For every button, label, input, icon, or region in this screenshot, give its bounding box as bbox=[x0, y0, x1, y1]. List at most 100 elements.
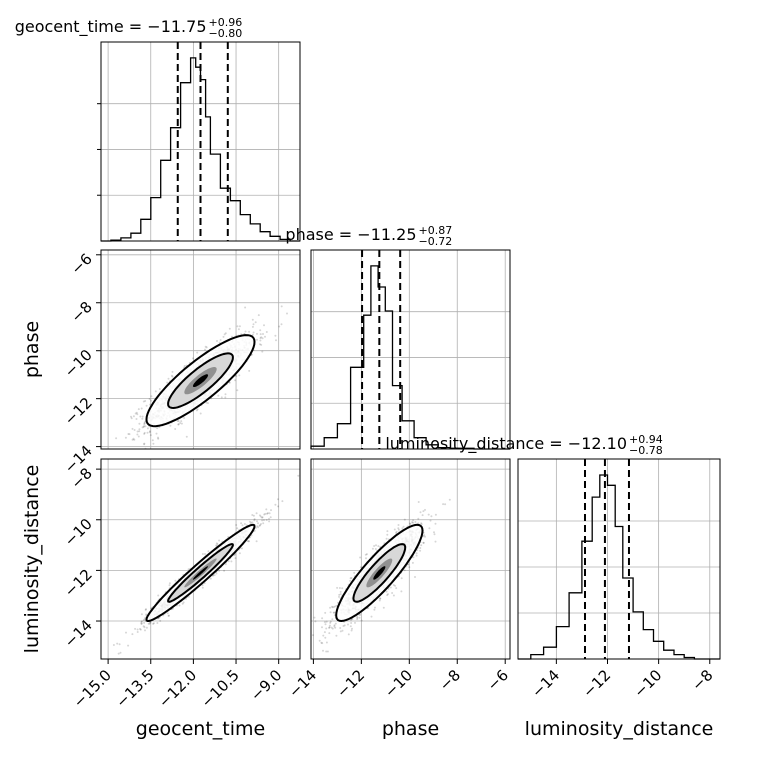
xtick-label-geocent_time: −13.5 bbox=[112, 666, 157, 711]
sample-point bbox=[142, 400, 145, 403]
sample-point bbox=[359, 613, 362, 616]
sample-point bbox=[255, 512, 258, 515]
sample-point bbox=[424, 535, 426, 538]
panel-frame-diag-phase bbox=[310, 249, 511, 450]
sample-point bbox=[274, 503, 277, 506]
sample-point bbox=[180, 420, 183, 423]
sample-point bbox=[251, 333, 254, 336]
sample-point bbox=[379, 597, 382, 600]
sample-point bbox=[260, 336, 263, 339]
sample-point bbox=[329, 606, 332, 609]
sample-point bbox=[351, 618, 354, 621]
sample-point bbox=[261, 516, 263, 519]
sample-point bbox=[216, 340, 218, 342]
sample-point bbox=[392, 594, 395, 597]
sample-point bbox=[146, 427, 149, 430]
sample-point bbox=[424, 508, 426, 511]
sample-point bbox=[142, 619, 145, 622]
sample-point bbox=[338, 593, 341, 596]
sample-point bbox=[259, 515, 262, 518]
sample-point bbox=[224, 393, 227, 396]
sample-point bbox=[207, 550, 210, 553]
sample-point bbox=[351, 627, 353, 630]
sample-point bbox=[266, 512, 269, 515]
sample-point bbox=[159, 619, 162, 622]
sample-point bbox=[217, 394, 220, 397]
sample-point bbox=[331, 605, 333, 608]
sample-point bbox=[433, 533, 436, 536]
sample-point bbox=[356, 618, 359, 621]
sample-point bbox=[143, 626, 146, 629]
sample-point bbox=[117, 652, 120, 655]
sample-point bbox=[192, 357, 194, 360]
sample-point bbox=[137, 408, 140, 411]
sample-point bbox=[253, 519, 256, 522]
panel-title-name: luminosity_distance bbox=[385, 434, 544, 454]
sample-point bbox=[143, 431, 146, 434]
sample-point bbox=[241, 547, 243, 550]
sample-point bbox=[142, 625, 145, 628]
sample-point bbox=[204, 553, 206, 555]
panel-title-minus-phase: −0.72 bbox=[419, 235, 453, 248]
sample-point bbox=[261, 337, 264, 340]
x-axis-label-phase: phase bbox=[382, 718, 439, 740]
sample-point bbox=[335, 634, 338, 637]
sample-point bbox=[135, 418, 138, 420]
xtick-label-luminosity_distance: −14 bbox=[528, 666, 563, 701]
sample-point bbox=[134, 412, 137, 415]
sample-point bbox=[251, 514, 254, 516]
y-axis-label-luminosity_distance: luminosity_distance bbox=[21, 465, 43, 654]
xtick-label-luminosity_distance: −8 bbox=[688, 666, 716, 694]
panel-title-plus-luminosity_distance: +0.94 bbox=[629, 433, 663, 446]
sample-point bbox=[180, 422, 183, 425]
sample-point bbox=[157, 594, 160, 597]
histogram-luminosity_distance bbox=[518, 474, 720, 660]
sample-point bbox=[275, 339, 277, 342]
xtick-label-luminosity_distance: −10 bbox=[630, 666, 665, 701]
sample-point bbox=[333, 611, 336, 614]
sample-point bbox=[322, 649, 324, 652]
sample-point bbox=[222, 335, 225, 338]
sample-point bbox=[171, 375, 174, 378]
density-contour-1 bbox=[192, 566, 209, 580]
sample-point bbox=[336, 586, 339, 589]
sample-point bbox=[401, 527, 404, 530]
sample-point bbox=[330, 626, 333, 629]
sample-point bbox=[312, 634, 314, 637]
sample-point bbox=[334, 626, 337, 629]
sample-point bbox=[148, 431, 151, 434]
sample-point bbox=[419, 547, 422, 549]
sample-point bbox=[170, 374, 173, 377]
sample-point bbox=[205, 401, 208, 404]
sample-point bbox=[265, 508, 268, 511]
sample-point bbox=[420, 523, 423, 526]
sample-point bbox=[238, 325, 241, 328]
xtick-label-luminosity_distance: −12 bbox=[579, 666, 614, 701]
sample-point bbox=[266, 512, 269, 515]
sample-point bbox=[350, 619, 352, 621]
sample-point bbox=[248, 369, 251, 372]
sample-point bbox=[408, 522, 411, 525]
sample-point bbox=[141, 426, 144, 429]
sample-point bbox=[132, 415, 135, 418]
sample-point bbox=[395, 530, 398, 533]
sample-point bbox=[143, 442, 146, 445]
ytick-label-luminosity_distance: −14 bbox=[61, 616, 96, 651]
sample-point bbox=[133, 438, 136, 441]
sample-point bbox=[339, 630, 342, 633]
sample-point bbox=[136, 433, 139, 436]
ytick-label-phase: −8 bbox=[67, 298, 95, 326]
sample-point bbox=[223, 333, 226, 336]
sample-point bbox=[176, 419, 179, 422]
sample-point bbox=[140, 613, 143, 616]
sample-point bbox=[168, 584, 171, 587]
sample-point bbox=[227, 560, 230, 563]
sample-point bbox=[385, 537, 388, 540]
sample-point bbox=[263, 324, 265, 327]
sample-point bbox=[124, 436, 127, 439]
sample-point bbox=[236, 527, 239, 530]
panel-title-eq: = bbox=[124, 17, 148, 36]
sample-point bbox=[156, 427, 159, 430]
sample-point bbox=[218, 569, 221, 572]
